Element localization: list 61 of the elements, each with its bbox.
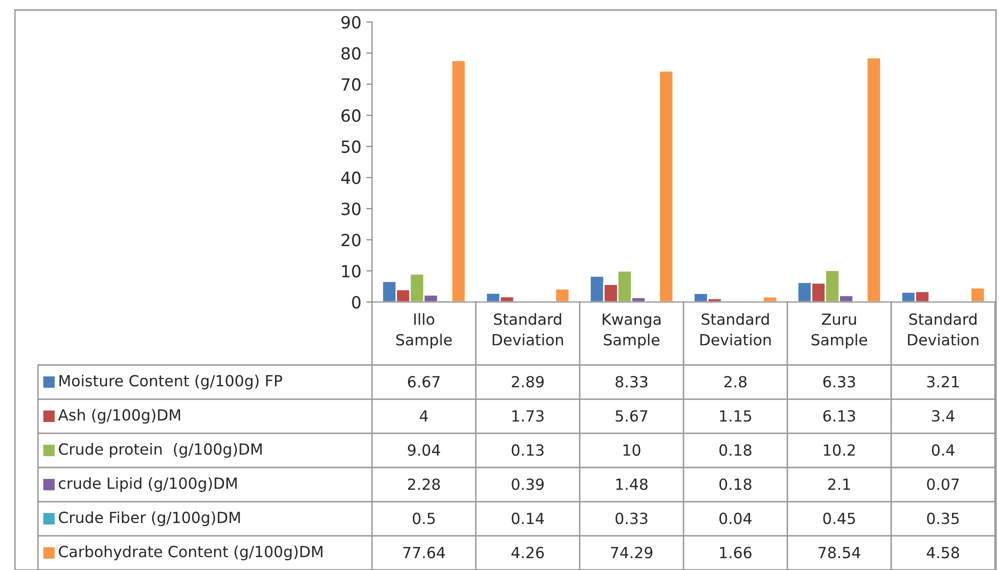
data-label: 10 xyxy=(624,444,640,456)
x-tick-label: Illo Sample xyxy=(396,313,452,348)
x-tick-label: Kwanga Sample xyxy=(602,314,661,348)
data-label: 6.33 xyxy=(823,376,856,388)
legend-label: crude Lipid (g/100g)DM xyxy=(58,477,237,492)
y-tick-label: 90 xyxy=(341,16,360,29)
data-label: 1.15 xyxy=(720,410,752,422)
bar xyxy=(762,296,778,302)
y-tick-label: 0 xyxy=(352,296,360,309)
data-label: 2.1 xyxy=(828,478,850,490)
y-tick-label: 30 xyxy=(342,202,360,216)
y-tick-label: 20 xyxy=(342,234,360,246)
data-label: 0.5 xyxy=(412,512,435,524)
legend-label: Crude protein (g/100g)DM xyxy=(58,443,262,458)
data-label: 74.29 xyxy=(610,546,652,558)
x-tick-label: Zuru Sample xyxy=(812,314,868,348)
data-label: 5.67 xyxy=(616,410,648,422)
x-tick-label: Standard Deviation xyxy=(908,313,978,346)
y-tick-label: 50 xyxy=(342,140,360,154)
legend-label: Crude Fiber (g/100g)DM xyxy=(58,511,240,526)
y-tick-label: 80 xyxy=(342,47,360,60)
data-label: 4.26 xyxy=(511,546,544,558)
bar xyxy=(554,288,570,302)
legend-label: Moisture Content (g/100g) FP xyxy=(60,374,282,390)
data-label: 1.66 xyxy=(720,546,752,558)
data-label: 0.4 xyxy=(932,444,954,456)
legend-label: Carbohydrate Content (g/100g)DM xyxy=(58,546,322,560)
y-tick-label: 70 xyxy=(342,78,360,91)
data-label: 6.13 xyxy=(823,410,856,422)
data-label: 78.54 xyxy=(818,546,860,558)
data-label: 9.04 xyxy=(408,444,440,456)
y-tick-label: 40 xyxy=(341,172,360,184)
y-tick-label: 60 xyxy=(342,109,360,122)
data-label: 0.18 xyxy=(719,478,752,490)
data-label: 3.4 xyxy=(932,410,954,422)
data-label: 2.89 xyxy=(512,376,544,388)
data-label: 0.18 xyxy=(719,444,752,456)
data-label: 6.67 xyxy=(408,376,440,388)
data-label: 0.07 xyxy=(927,478,959,490)
data-label: 0.13 xyxy=(512,444,544,456)
data-label: 0.39 xyxy=(512,478,544,490)
data-label: 2.28 xyxy=(408,478,440,490)
data-label: 77.64 xyxy=(403,546,445,558)
data-label: 1.48 xyxy=(616,478,648,490)
data-label: 3.21 xyxy=(927,376,959,388)
data-label: 0.04 xyxy=(719,512,752,524)
data-label: 8.33 xyxy=(616,376,648,388)
data-label: 0.33 xyxy=(616,512,648,524)
data-label: 0.45 xyxy=(823,512,855,524)
legend-label: Ash (g/100g)DM xyxy=(58,408,180,424)
data-label: 0.14 xyxy=(512,512,544,524)
data-label: 1.73 xyxy=(512,410,544,422)
data-label: 4 xyxy=(420,410,428,422)
data-label: 0.35 xyxy=(927,512,959,524)
data-label: 2.8 xyxy=(724,376,747,388)
x-tick-label: Standard Deviation xyxy=(492,313,563,346)
data-label: 4.58 xyxy=(926,546,960,558)
x-tick-label: Standard Deviation xyxy=(700,313,771,346)
bar xyxy=(970,287,986,302)
y-tick-label: 10 xyxy=(342,264,360,278)
data-label: 10.2 xyxy=(824,444,855,456)
